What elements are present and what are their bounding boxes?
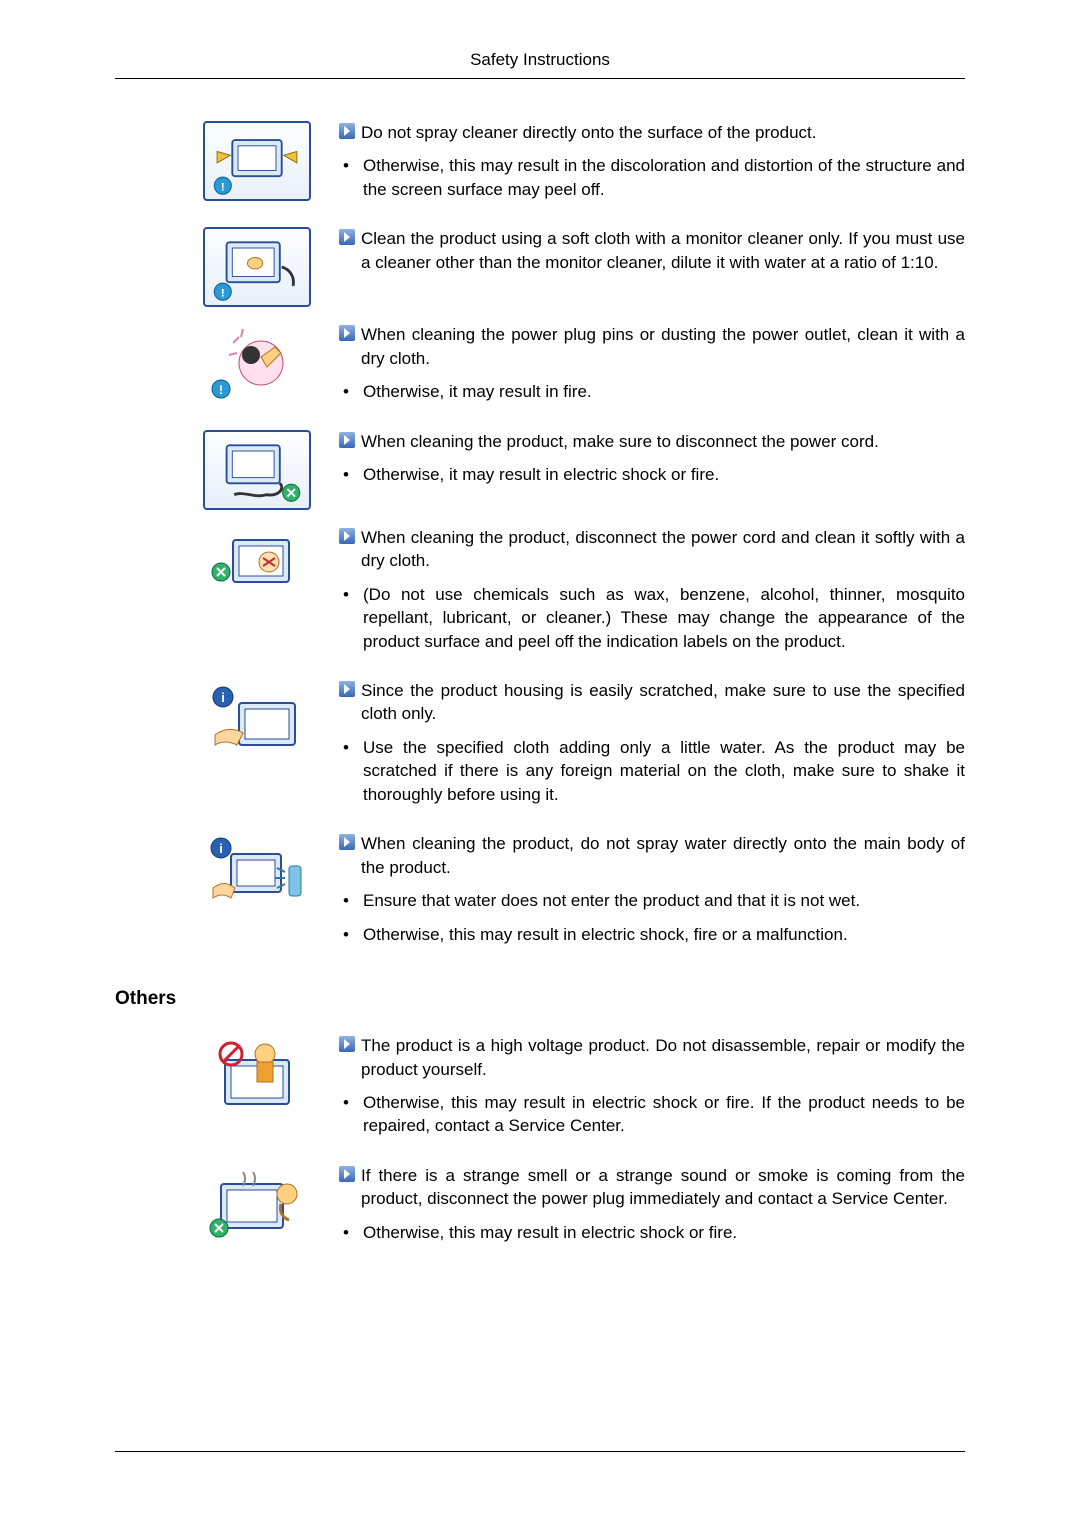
svg-text:!: !	[221, 181, 225, 193]
illustration-specified-cloth: i	[203, 679, 311, 759]
instruction-lead: When cleaning the product, disconnect th…	[339, 526, 965, 573]
instruction-lead: When cleaning the product, make sure to …	[339, 430, 965, 453]
bullet-arrow-icon	[339, 834, 355, 850]
instruction-lead-text: If there is a strange smell or a strange…	[361, 1164, 965, 1211]
instruction-content: The product is a high voltage product. D…	[339, 1034, 965, 1148]
instruction-bullets: Ensure that water does not enter the pro…	[339, 889, 965, 946]
illustration-thumb: i	[203, 832, 323, 912]
instruction-bullet: Otherwise, this may result in the discol…	[363, 154, 965, 201]
instruction-lead: When cleaning the power plug pins or dus…	[339, 323, 965, 370]
illustration-no-chemicals	[203, 526, 311, 606]
instruction-lead-text: When cleaning the power plug pins or dus…	[361, 323, 965, 370]
illustration-thumb	[203, 1164, 323, 1244]
instruction-item: i Since the product housing is easily sc…	[203, 679, 965, 816]
illustration-soft-cloth: !	[203, 227, 311, 307]
instruction-item: The product is a high voltage product. D…	[203, 1034, 965, 1148]
instruction-content: Clean the product using a soft cloth wit…	[339, 227, 965, 284]
instruction-lead-text: The product is a high voltage product. D…	[361, 1034, 965, 1081]
illustration-thumb	[203, 430, 323, 510]
instruction-lead-text: Clean the product using a soft cloth wit…	[361, 227, 965, 274]
instruction-item: If there is a strange smell or a strange…	[203, 1164, 965, 1254]
illustration-spray-cleaner: !	[203, 121, 311, 201]
instruction-bullet: Otherwise, this may result in electric s…	[363, 1221, 965, 1244]
instruction-bullets: Use the specified cloth adding only a li…	[339, 736, 965, 806]
instruction-bullet: Otherwise, it may result in fire.	[363, 380, 965, 403]
illustration-disconnect-cord	[203, 430, 311, 510]
instruction-bullets: Otherwise, it may result in fire.	[339, 380, 965, 403]
svg-text:i: i	[219, 841, 223, 856]
instruction-bullets: (Do not use chemicals such as wax, benze…	[339, 583, 965, 653]
instruction-lead: Clean the product using a soft cloth wit…	[339, 227, 965, 274]
instruction-lead: Since the product housing is easily scra…	[339, 679, 965, 726]
instruction-content: When cleaning the product, do not spray …	[339, 832, 965, 956]
illustration-high-voltage	[203, 1034, 311, 1114]
instruction-bullet: Ensure that water does not enter the pro…	[363, 889, 965, 912]
svg-text:i: i	[221, 690, 225, 705]
instruction-bullet: (Do not use chemicals such as wax, benze…	[363, 583, 965, 653]
illustration-dry-cloth-plug: !	[203, 323, 311, 403]
instruction-item: ! Do not spray cleaner directly onto the…	[203, 121, 965, 211]
instruction-content: When cleaning the power plug pins or dus…	[339, 323, 965, 413]
instruction-bullets: Otherwise, this may result in the discol…	[339, 154, 965, 201]
section-heading-others: Others	[115, 988, 965, 1010]
svg-text:!: !	[219, 383, 223, 397]
illustration-thumb: !	[203, 323, 323, 403]
illustration-strange-smell	[203, 1164, 311, 1244]
instruction-lead-text: When cleaning the product, do not spray …	[361, 832, 965, 879]
instruction-lead-text: Do not spray cleaner directly onto the s…	[361, 121, 965, 144]
instruction-content: When cleaning the product, disconnect th…	[339, 526, 965, 663]
section-cleaning: ! Do not spray cleaner directly onto the…	[115, 121, 965, 956]
page-header-title: Safety Instructions	[115, 50, 965, 78]
bullet-arrow-icon	[339, 528, 355, 544]
instruction-bullet: Otherwise, this may result in electric s…	[363, 923, 965, 946]
instruction-lead-text: Since the product housing is easily scra…	[361, 679, 965, 726]
bullet-arrow-icon	[339, 1036, 355, 1052]
instruction-bullets: Otherwise, it may result in electric sho…	[339, 463, 965, 486]
instruction-bullet: Otherwise, this may result in electric s…	[363, 1091, 965, 1138]
illustration-thumb	[203, 1034, 323, 1114]
instruction-item: ! Clean the product using a soft cloth w…	[203, 227, 965, 307]
instruction-lead: If there is a strange smell or a strange…	[339, 1164, 965, 1211]
instruction-item: When cleaning the product, disconnect th…	[203, 526, 965, 663]
section-others: The product is a high voltage product. D…	[115, 1034, 965, 1254]
instruction-lead-text: When cleaning the product, make sure to …	[361, 430, 965, 453]
instruction-lead: When cleaning the product, do not spray …	[339, 832, 965, 879]
footer-rule	[115, 1451, 965, 1452]
instruction-content: Do not spray cleaner directly onto the s…	[339, 121, 965, 211]
bullet-arrow-icon	[339, 123, 355, 139]
instruction-content: When cleaning the product, make sure to …	[339, 430, 965, 497]
instruction-lead: The product is a high voltage product. D…	[339, 1034, 965, 1081]
illustration-thumb: !	[203, 227, 323, 307]
illustration-thumb: !	[203, 121, 323, 201]
bullet-arrow-icon	[339, 1166, 355, 1182]
instruction-content: Since the product housing is easily scra…	[339, 679, 965, 816]
instruction-bullet: Use the specified cloth adding only a li…	[363, 736, 965, 806]
instruction-item: When cleaning the product, make sure to …	[203, 430, 965, 510]
illustration-thumb: i	[203, 679, 323, 759]
bullet-arrow-icon	[339, 325, 355, 341]
bullet-arrow-icon	[339, 681, 355, 697]
instruction-lead: Do not spray cleaner directly onto the s…	[339, 121, 965, 144]
instruction-lead-text: When cleaning the product, disconnect th…	[361, 526, 965, 573]
bullet-arrow-icon	[339, 432, 355, 448]
instruction-bullet: Otherwise, it may result in electric sho…	[363, 463, 965, 486]
svg-text:!: !	[221, 288, 225, 300]
bullet-arrow-icon	[339, 229, 355, 245]
instruction-item: i When cleaning the product, do not spra…	[203, 832, 965, 956]
illustration-no-water-spray: i	[203, 832, 311, 912]
instruction-bullets: Otherwise, this may result in electric s…	[339, 1091, 965, 1138]
illustration-thumb	[203, 526, 323, 606]
instruction-bullets: Otherwise, this may result in electric s…	[339, 1221, 965, 1244]
instruction-content: If there is a strange smell or a strange…	[339, 1164, 965, 1254]
header-rule	[115, 78, 965, 79]
instruction-item: ! When cleaning the power plug pins or d…	[203, 323, 965, 413]
